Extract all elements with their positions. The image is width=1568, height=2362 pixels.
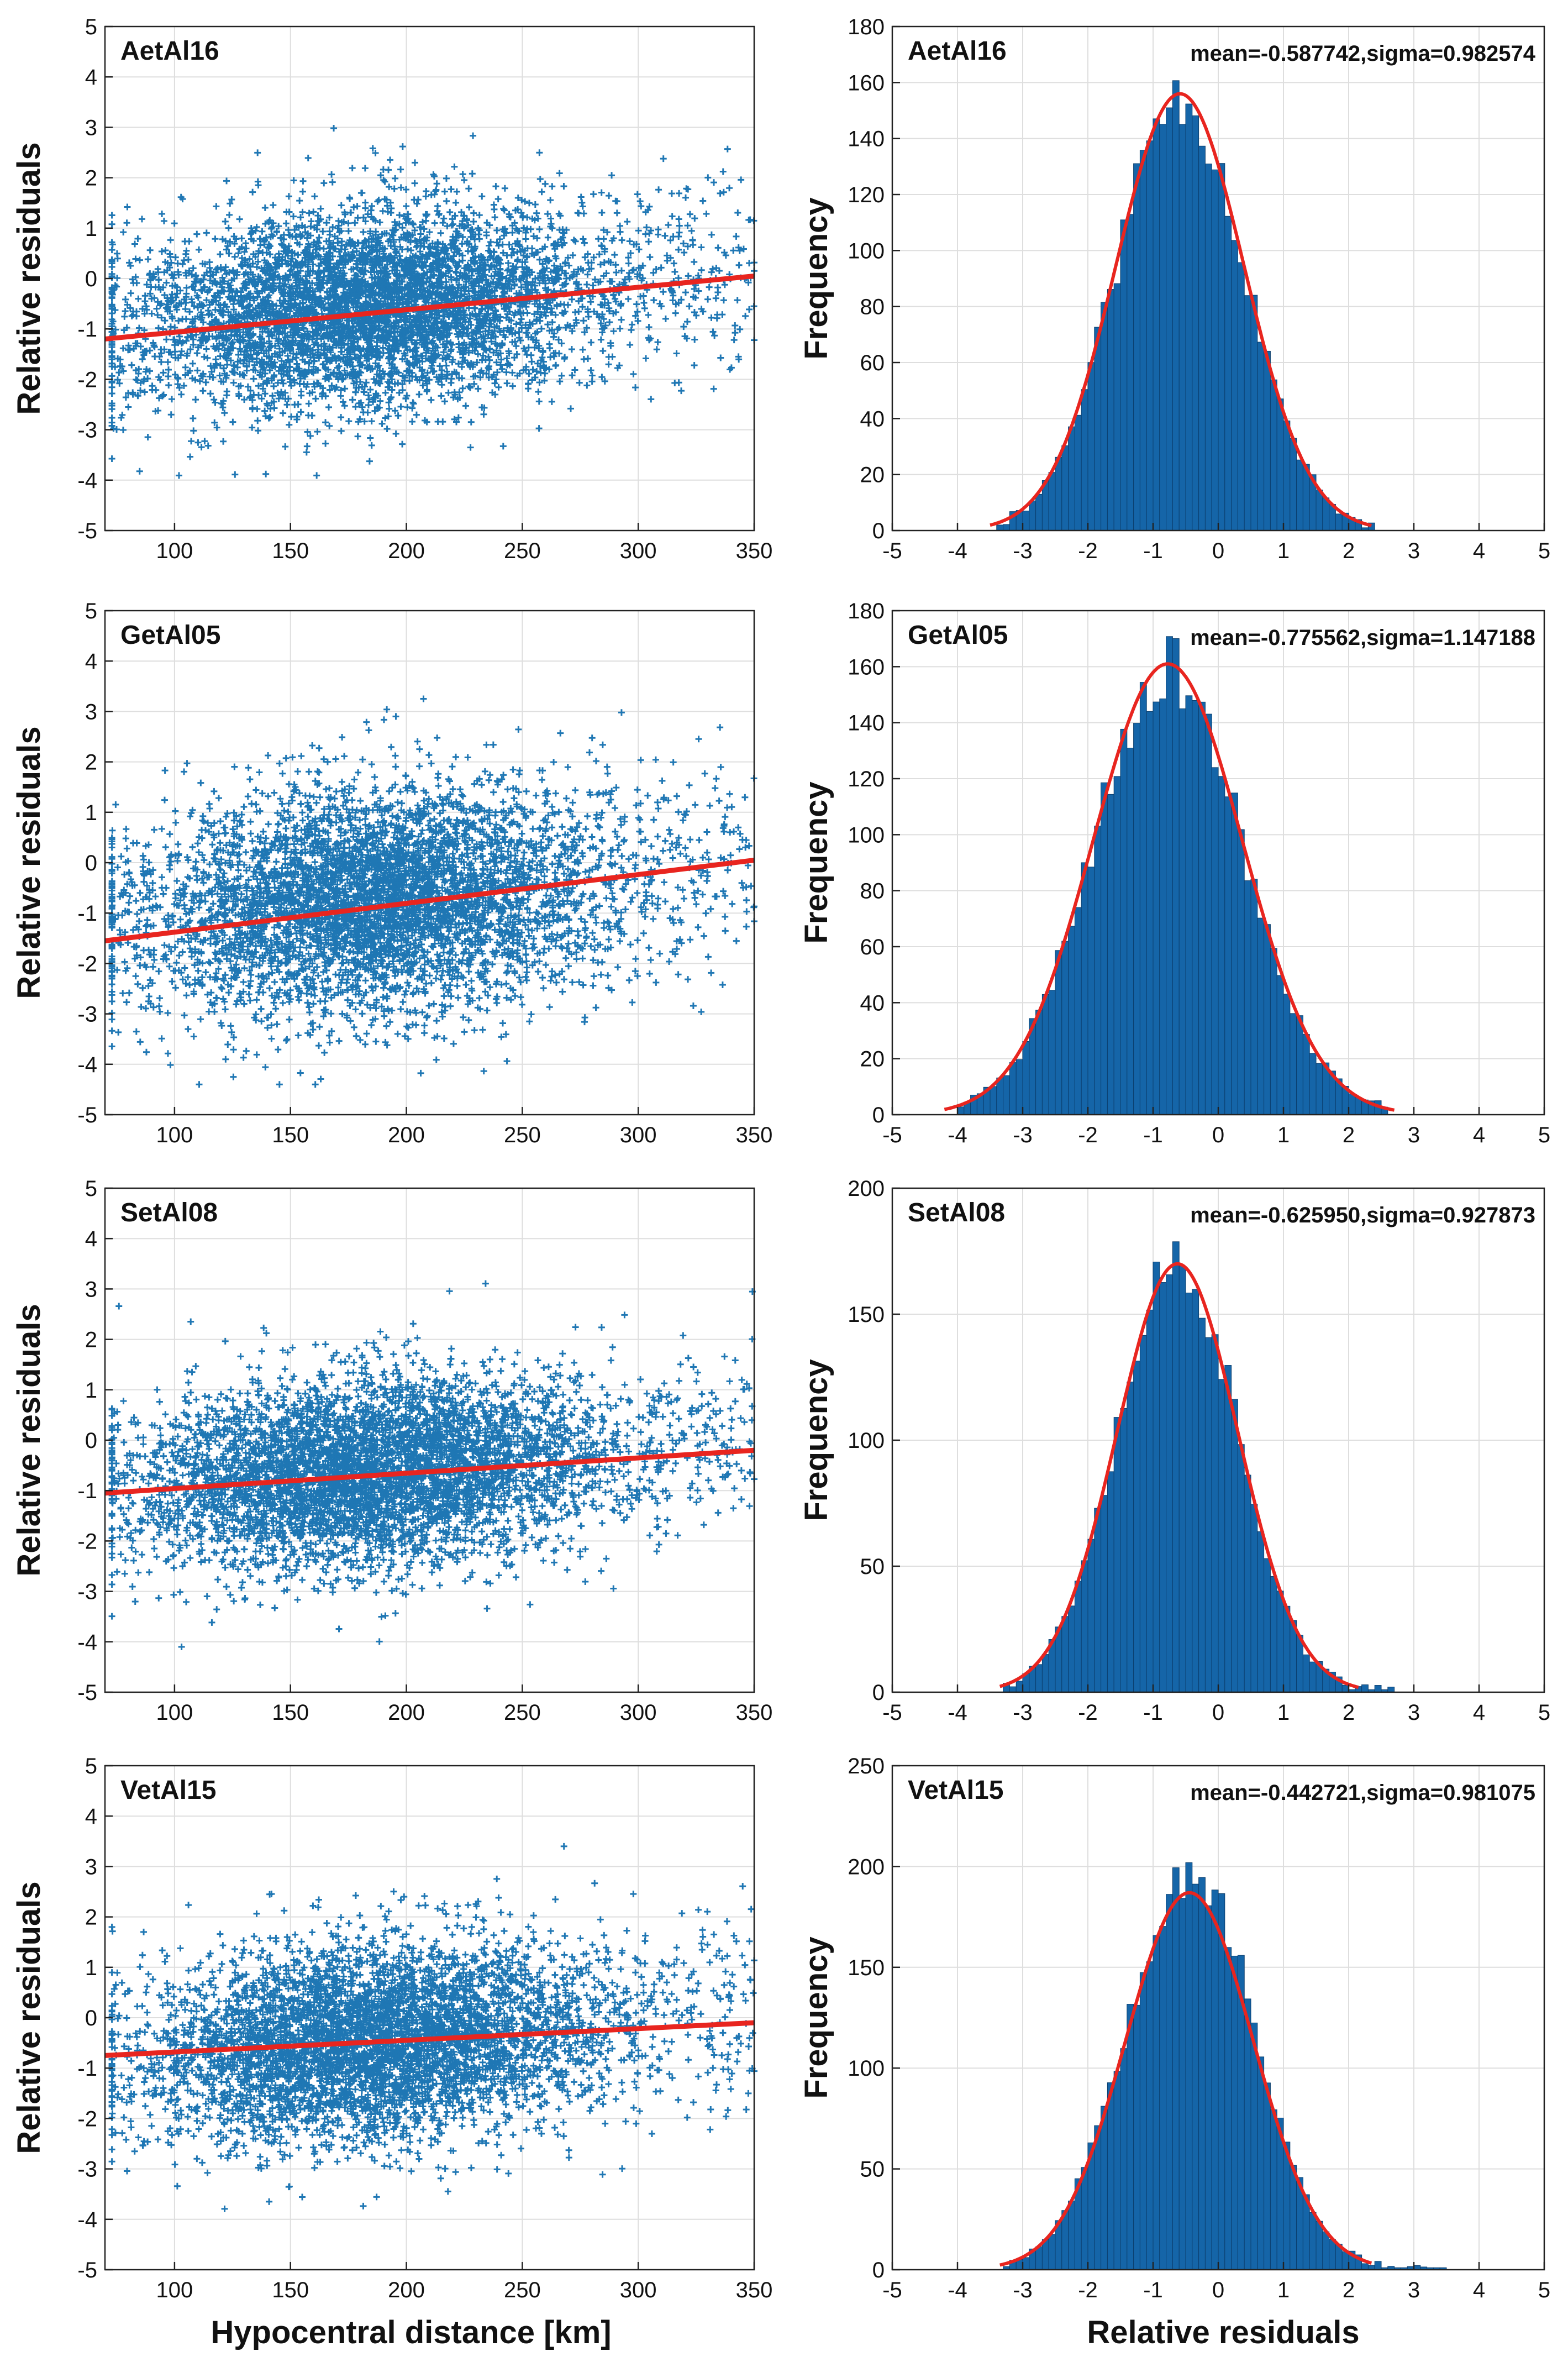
aetal16-scatter-panel: 100 150 200 250 300 350-5-4-3-2-1012345AetAl1… bbox=[11, 15, 772, 563]
panels-layer: 100 150 200 250 300 350-5-4-3-2-1012345AetAl1… bbox=[11, 15, 1550, 2302]
